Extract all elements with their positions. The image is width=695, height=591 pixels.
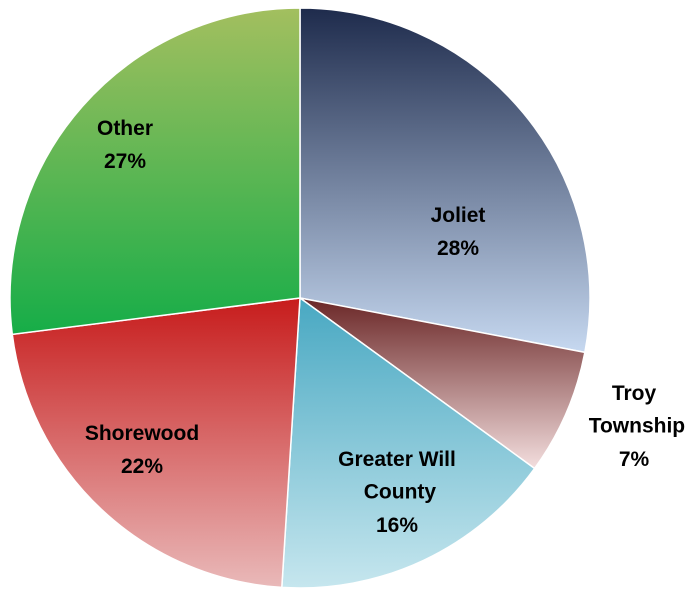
pie-slice	[299, 297, 586, 470]
slice-value-label: 16%	[376, 514, 418, 537]
slice-label: Greater Will County	[338, 448, 456, 504]
slice-label: Troy Township	[583, 382, 685, 438]
slice-label: Other	[97, 117, 153, 140]
slice-value-label: 28%	[437, 237, 479, 260]
pie-slice	[11, 297, 301, 589]
slice-value-label: 7%	[619, 448, 650, 471]
pie-slice	[9, 7, 301, 336]
slice-label: Joliet	[431, 204, 486, 227]
pie-slice	[299, 7, 591, 354]
slice-value-label: 22%	[121, 455, 163, 478]
pie-slice	[280, 296, 536, 589]
slice-value-label: 27%	[104, 150, 146, 173]
slice-label: Shorewood	[85, 422, 199, 445]
